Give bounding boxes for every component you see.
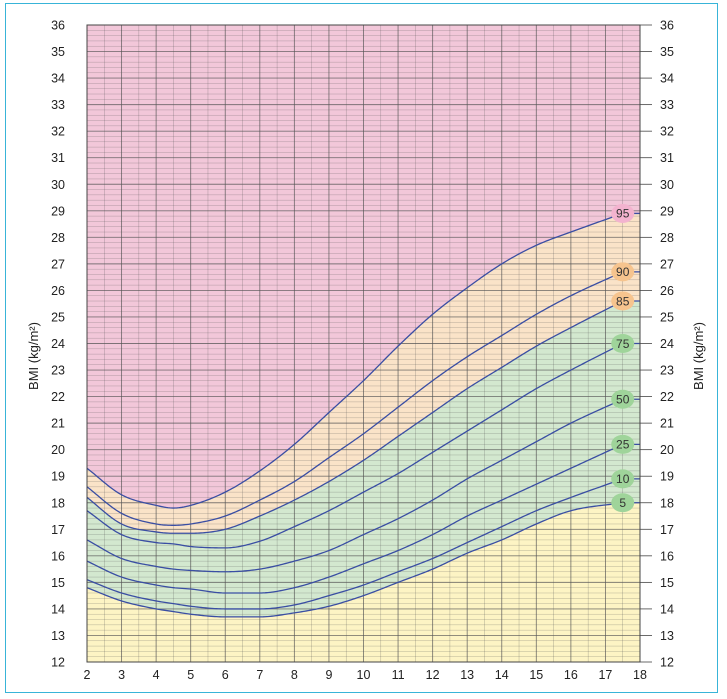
percentile-line-25 [87,443,640,594]
percentile-badge-75 [611,334,635,353]
y-tick-label-left: 34 [51,72,65,86]
y-tick-label-right: 12 [660,656,674,670]
y-tick-label-left: 36 [51,19,65,33]
chart-frame [5,3,718,693]
percentile-label-90: 90 [616,265,630,279]
percentile-line-90 [87,271,640,526]
y-tick-label-right: 21 [660,417,674,431]
y-axis-title-left: BMI (kg/m²) [26,322,41,390]
percentile-badge-85 [611,291,635,311]
y-tick-label-left: 17 [51,523,65,537]
y-tick-label-right: 35 [660,45,674,59]
y-tick-label-right: 23 [660,364,674,378]
x-tick-label: 6 [222,668,229,682]
y-tick-label-left: 14 [51,602,65,616]
y-tick-label-right: 34 [660,72,674,86]
y-tick-label-left: 22 [51,390,65,404]
x-tick-label: 8 [291,668,298,682]
y-tick-label-left: 27 [51,257,65,271]
y-tick-label-right: 29 [660,204,674,218]
percentile-label-5: 5 [619,496,626,510]
y-tick-label-left: 19 [51,470,65,484]
percentile-badge-25 [611,434,635,454]
y-tick-label-right: 16 [660,549,674,563]
y-tick-label-right: 28 [660,231,674,245]
y-tick-label-left: 32 [51,125,65,139]
y-tick-label-right: 20 [660,443,674,457]
percentile-badge-10 [611,469,635,489]
percentile-line-85 [87,300,640,534]
y-tick-label-left: 15 [51,576,65,590]
y-tick-label-right: 18 [660,496,674,510]
x-tick-label: 13 [460,668,474,682]
y-tick-label-right: 14 [660,602,674,616]
y-tick-label-right: 24 [660,337,674,351]
x-tick-label: 12 [426,668,440,682]
y-tick-label-left: 13 [51,629,65,643]
x-tick-label: 2 [84,668,91,682]
percentile-badge-95 [611,203,635,223]
x-tick-label: 10 [357,668,371,682]
percentile-label-10: 10 [616,472,630,486]
y-tick-label-right: 33 [660,98,674,112]
percentile-badge-5 [611,493,635,513]
percentile-label-75: 75 [616,337,630,351]
x-tick-label: 18 [633,668,647,682]
y-tick-label-left: 12 [51,656,65,670]
y-tick-label-left: 31 [51,151,65,165]
percentile-label-25: 25 [616,438,630,452]
y-tick-label-right: 30 [660,178,674,192]
y-tick-label-left: 16 [51,549,65,563]
y-tick-label-left: 20 [51,443,65,457]
y-tick-label-left: 21 [51,417,65,431]
y-tick-label-right: 19 [660,470,674,484]
x-tick-label: 9 [325,668,332,682]
y-tick-label-left: 25 [51,310,65,324]
percentile-line-75 [87,342,640,549]
y-tick-label-left: 29 [51,204,65,218]
x-tick-label: 17 [598,668,612,682]
grid [87,25,640,662]
y-tick-label-left: 30 [51,178,65,192]
y-tick-label-right: 17 [660,523,674,537]
percentile-line-5 [87,502,640,618]
y-tick-label-left: 35 [51,45,65,59]
percentile-line-95 [87,212,640,509]
x-tick-label: 5 [187,668,194,682]
percentile-line-10 [87,478,640,610]
y-tick-label-right: 26 [660,284,674,298]
y-tick-label-left: 28 [51,231,65,245]
x-tick-label: 3 [118,668,125,682]
percentile-badge-50 [611,389,635,409]
percentile-label-50: 50 [616,393,630,407]
y-tick-label-left: 23 [51,364,65,378]
percentile-line-50 [87,398,640,573]
y-axis-title-right: BMI (kg/m²) [691,322,706,390]
x-tick-label: 11 [392,668,405,682]
percentile-badge-90 [611,262,635,282]
y-tick-label-right: 15 [660,576,674,590]
y-tick-label-left: 24 [51,337,65,351]
y-tick-label-right: 36 [660,19,674,33]
x-tick-label: 14 [495,668,509,682]
percentile-labels: 95 90 85 75 50 25 10 5 [611,203,635,513]
y-tick-label-right: 13 [660,629,674,643]
x-tick-label: 7 [256,668,263,682]
percentile-label-85: 85 [616,294,630,308]
y-tick-label-left: 33 [51,98,65,112]
y-tick-label-right: 32 [660,125,674,139]
x-tick-label: 15 [529,668,543,682]
y-tick-label-right: 27 [660,257,674,271]
percentile-curves [87,212,640,618]
percentile-label-95: 95 [616,207,630,221]
y-tick-label-right: 25 [660,310,674,324]
y-tick-label-left: 26 [51,284,65,298]
y-tick-label-right: 31 [660,151,674,165]
x-tick-label: 16 [564,668,578,682]
y-tick-label-left: 18 [51,496,65,510]
y-tick-label-right: 22 [660,390,674,404]
x-tick-label: 4 [153,668,160,682]
